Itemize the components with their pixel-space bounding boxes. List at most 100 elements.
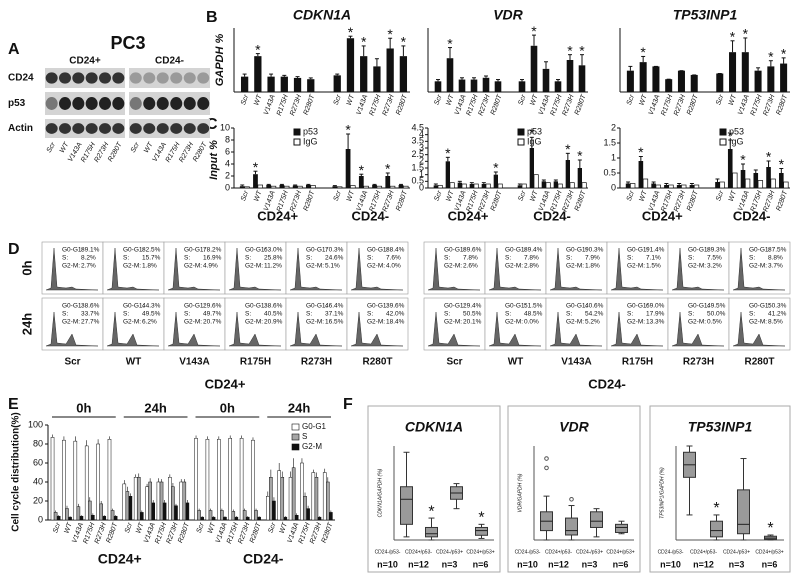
phase-label: G2-M: bbox=[245, 319, 263, 326]
bar bbox=[68, 516, 72, 521]
phase-value: 3.7% bbox=[768, 263, 783, 270]
phase-label: S: bbox=[245, 311, 251, 318]
bar bbox=[254, 56, 262, 92]
lane-label: V143A bbox=[648, 94, 662, 116]
lane-label: WT bbox=[638, 93, 649, 106]
y-tick-label: 2.5 bbox=[411, 149, 424, 159]
blot-band bbox=[72, 123, 85, 134]
bar bbox=[266, 496, 270, 521]
bar-igg bbox=[437, 184, 443, 189]
histogram-peak bbox=[427, 311, 481, 347]
y-tick-label: 0 bbox=[419, 182, 424, 192]
phase-value: 15.7% bbox=[142, 255, 161, 262]
phase-value: 29.4% bbox=[463, 303, 482, 310]
lane-label: R273H bbox=[289, 93, 303, 117]
bar-p53 bbox=[457, 182, 462, 188]
bar-igg bbox=[757, 180, 764, 189]
group-header: 24h bbox=[144, 400, 166, 415]
lane-label: WT bbox=[126, 357, 142, 368]
phase-value: 20.7% bbox=[203, 319, 222, 326]
phase-value: 48.5% bbox=[524, 311, 543, 318]
phase-value: 50.0% bbox=[707, 311, 726, 318]
histogram-peak bbox=[228, 247, 282, 291]
y-axis-label: GAPDH % bbox=[214, 34, 226, 87]
lane-label: WT bbox=[445, 93, 456, 106]
phase-label: G0-G1: bbox=[62, 303, 84, 310]
phase-value: 7.8% bbox=[524, 255, 539, 262]
chart-title: VDR bbox=[493, 7, 523, 23]
phase-value: 49.7% bbox=[203, 311, 222, 318]
bar-p53 bbox=[541, 181, 546, 188]
n-label: n=6 bbox=[613, 559, 629, 569]
phase-value: 70.3% bbox=[325, 247, 344, 254]
bar bbox=[716, 73, 724, 92]
n-label: n=10 bbox=[377, 559, 398, 569]
phase-value: 69.0% bbox=[646, 303, 665, 310]
phase-label: S: bbox=[367, 255, 373, 262]
category-label: CD24+/p53- bbox=[405, 549, 432, 555]
bar bbox=[566, 60, 574, 92]
bar bbox=[283, 516, 288, 521]
histogram-peak bbox=[549, 247, 603, 291]
lane-label: Scr bbox=[333, 93, 343, 106]
phase-label: G2-M: bbox=[688, 319, 706, 326]
category-label: CD24+/p53+ bbox=[466, 549, 494, 555]
bar bbox=[87, 500, 92, 521]
bar-p53 bbox=[625, 183, 631, 188]
bar bbox=[217, 439, 221, 521]
legend-label: p53 bbox=[729, 126, 744, 136]
bar bbox=[329, 512, 333, 521]
bar-p53 bbox=[638, 161, 644, 188]
bar-p53 bbox=[332, 186, 338, 188]
histogram-peak bbox=[671, 247, 725, 291]
phase-label: G0-G1: bbox=[306, 303, 328, 310]
n-label: n=3 bbox=[582, 559, 598, 569]
phase-label: S: bbox=[306, 255, 312, 262]
phase-value: 49.5% bbox=[707, 303, 726, 310]
lane-label: R175H bbox=[369, 93, 383, 117]
bar-igg bbox=[642, 178, 649, 189]
bar bbox=[690, 74, 698, 92]
phase-label: S: bbox=[184, 255, 190, 262]
significance-star: * bbox=[579, 42, 585, 58]
bar bbox=[434, 81, 442, 92]
histogram-peak bbox=[610, 247, 664, 291]
bar bbox=[518, 81, 526, 92]
lane-label: Scr bbox=[517, 93, 527, 106]
phase-value: 90.3% bbox=[585, 247, 604, 254]
legend-label: p53 bbox=[303, 126, 318, 136]
panel-frame bbox=[649, 405, 791, 573]
blot-band bbox=[183, 123, 196, 134]
phase-label: S: bbox=[749, 255, 755, 262]
bar bbox=[205, 439, 210, 521]
phase-value: 29.6% bbox=[203, 303, 222, 310]
phase-label: G0-G1: bbox=[505, 303, 527, 310]
bar bbox=[151, 502, 156, 521]
blot-band bbox=[156, 97, 169, 110]
phase-value: 7.6% bbox=[386, 255, 401, 262]
histogram-peak bbox=[45, 247, 99, 291]
phase-value: 20.9% bbox=[264, 319, 283, 326]
blot-title: PC3 bbox=[110, 33, 145, 53]
bar bbox=[56, 515, 61, 521]
lane-label: R280T bbox=[775, 93, 789, 116]
phase-value: 50.3% bbox=[768, 303, 787, 310]
lane-label: Scr bbox=[517, 189, 527, 202]
blot-band bbox=[85, 123, 98, 134]
bar-p53 bbox=[753, 173, 759, 188]
box bbox=[425, 526, 438, 538]
bar bbox=[136, 477, 141, 521]
phase-label: S: bbox=[62, 255, 68, 262]
lane-label: R273H bbox=[683, 357, 714, 368]
bar bbox=[50, 437, 55, 521]
significance-star: * bbox=[779, 156, 785, 172]
n-label: n=6 bbox=[473, 559, 489, 569]
phase-value: 4.0% bbox=[386, 263, 401, 270]
phase-label: G0-G1: bbox=[306, 247, 328, 254]
phase-value: 89.6% bbox=[463, 247, 482, 254]
bar-igg bbox=[449, 182, 455, 189]
bar-p53 bbox=[577, 168, 582, 188]
lane-label: WT bbox=[346, 189, 357, 202]
y-tick-label: 8 bbox=[225, 134, 230, 144]
phase-value: 41.2% bbox=[768, 311, 787, 318]
